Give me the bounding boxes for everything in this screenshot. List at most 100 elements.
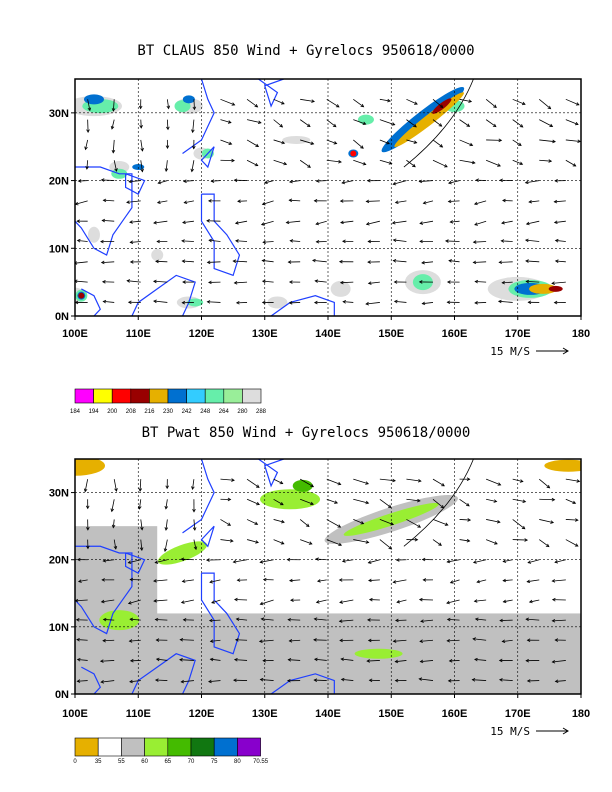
wind-arrow: [209, 619, 221, 622]
wind-arrow-head: [367, 638, 372, 643]
wind-arrow-head: [76, 657, 81, 662]
wind-arrow: [193, 99, 195, 110]
wind-arrow: [102, 219, 115, 222]
wind-arrow-head: [262, 577, 267, 582]
wind-arrow: [75, 280, 88, 283]
wind-arrow: [459, 159, 475, 164]
wind-arrow: [450, 579, 460, 584]
wind-arrow-head: [102, 299, 107, 304]
wind-arrow: [459, 139, 473, 146]
wind-arrow-head: [287, 260, 292, 264]
wind-arrow: [379, 119, 395, 126]
wind-arrow-head: [340, 220, 344, 225]
wind-arrow: [512, 119, 524, 128]
y-tick-label: 30N: [49, 488, 69, 500]
wind-arrow: [432, 139, 443, 148]
wind-arrow: [353, 159, 366, 165]
colorbar-swatch: [167, 737, 192, 757]
wind-arrow: [393, 639, 407, 642]
wind-arrow-head: [181, 259, 186, 263]
wind-arrow: [555, 680, 566, 682]
wind-arrow-head: [472, 637, 476, 641]
wind-arrow: [353, 498, 369, 504]
wind-arrow: [113, 479, 117, 492]
wind-arrow-head: [412, 163, 416, 168]
wind-arrow-head: [261, 258, 266, 263]
wind-arrow-head: [183, 200, 188, 205]
colorbar-label: 194: [89, 409, 100, 415]
itcz-peak: [548, 285, 563, 292]
pwat-dry: [544, 459, 581, 472]
wind-arrow-head: [387, 98, 391, 103]
wind-arrow-head: [182, 220, 186, 225]
wind-arrow-head: [235, 300, 240, 305]
wind-arrow-head: [471, 678, 476, 682]
wind-arrow-head: [287, 617, 292, 622]
wind-arrow-head: [180, 600, 185, 604]
wind-arrow: [485, 539, 498, 545]
wind-arrow: [183, 180, 194, 182]
wind-arrow: [565, 98, 580, 106]
wind-arrow: [447, 618, 460, 621]
wind-arrow-head: [254, 521, 259, 525]
wind-arrow-head: [446, 638, 451, 643]
wind-arrow-head: [545, 543, 550, 548]
wind-arrow: [103, 559, 115, 562]
wind-arrow: [165, 519, 168, 531]
wind-arrow-head: [313, 300, 318, 305]
wind-arrow: [565, 519, 578, 521]
coastline: [75, 545, 133, 635]
wind-arrow: [474, 200, 487, 205]
wind-arrow: [153, 220, 168, 224]
wind-arrow-head: [262, 240, 266, 244]
wind-arrow: [165, 160, 168, 172]
coastline: [124, 173, 146, 195]
wind-arrow-head: [209, 639, 214, 643]
wind-arrow-head: [114, 488, 118, 492]
wind-arrow: [503, 599, 513, 603]
wind-arrow: [264, 180, 274, 184]
wind-arrow: [261, 220, 274, 226]
wind-arrow-head: [233, 678, 237, 683]
wind-arrow-head: [360, 521, 365, 525]
wind-arrow: [502, 281, 513, 284]
wind-arrow: [326, 498, 338, 504]
wind-arrow: [368, 579, 380, 581]
wind-arrow: [181, 680, 194, 683]
chart-panel-1: BT CLAUS 850 Wind + Gyrelocs 950618/0000…: [49, 43, 590, 415]
cloud-light: [151, 249, 164, 262]
cloud-light: [330, 280, 351, 297]
wind-arrow-head: [446, 600, 450, 605]
wind-arrow-head: [233, 657, 238, 662]
wind-arrow: [236, 618, 248, 621]
wind-arrow-head: [279, 480, 284, 485]
wind-arrow-head: [209, 657, 214, 662]
wind-arrow-head: [395, 618, 399, 623]
wind-arrow: [406, 519, 421, 528]
wind-arrow-head: [466, 477, 471, 481]
wind-arrow-head: [111, 149, 116, 154]
wind-arrow-head: [551, 497, 556, 502]
wind-arrow-head: [180, 557, 185, 562]
wind-arrow: [87, 99, 91, 111]
x-tick-label: 110E: [126, 328, 151, 340]
chart-panel-2: BT Pwat 850 Wind + Gyrelocs 950618/0000 1…: [49, 425, 590, 765]
wind-arrow: [220, 139, 232, 145]
wind-arrow: [84, 479, 89, 492]
wind-arrow: [299, 119, 311, 127]
wind-arrow: [166, 119, 169, 130]
wind-arrow-head: [394, 678, 399, 683]
wind-arrow-head: [388, 161, 393, 165]
colorbar-swatch: [204, 388, 225, 404]
wind-arrow-head: [340, 677, 345, 682]
wind-arrow: [164, 539, 168, 552]
x-tick-label: 160E: [442, 328, 468, 340]
wind-arrow-head: [288, 639, 293, 643]
wind-arrow: [130, 241, 141, 243]
wind-arrow-head: [76, 557, 81, 562]
wind-arrow: [485, 99, 497, 108]
wind-arrow-head: [467, 518, 472, 522]
wind-arrow: [153, 300, 168, 303]
wind-arrow: [103, 619, 115, 621]
wind-arrow: [259, 639, 274, 642]
